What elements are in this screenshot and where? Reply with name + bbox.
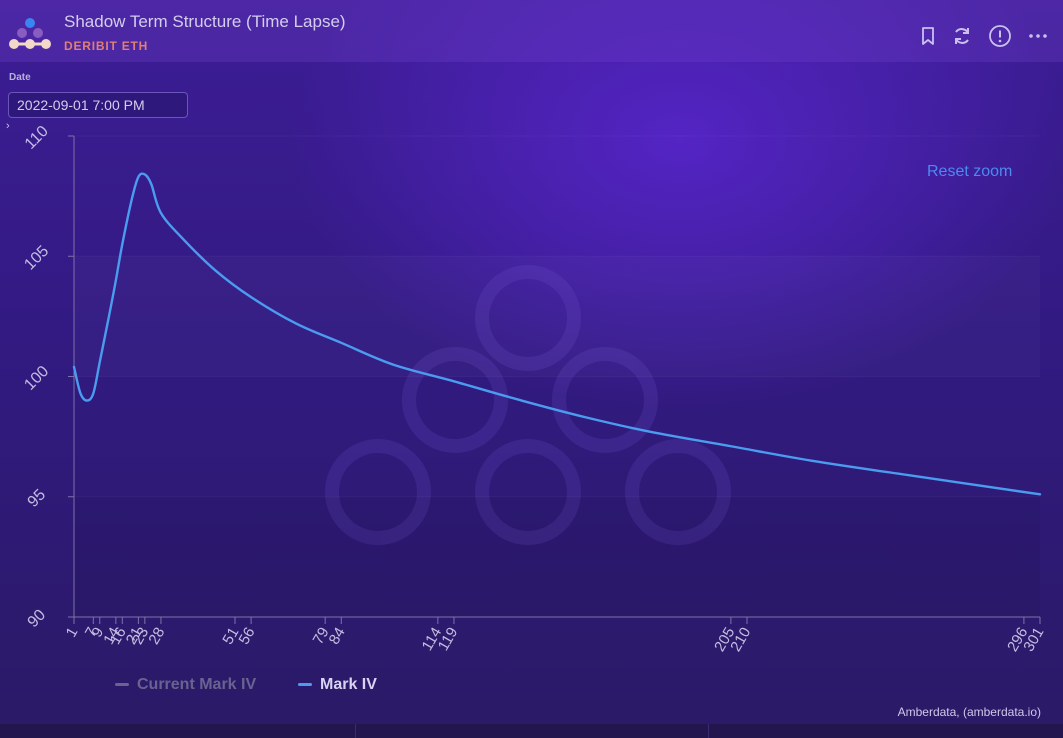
series-line-mark-iv[interactable]: [72, 172, 1042, 496]
data-point[interactable]: [806, 456, 816, 466]
data-point[interactable]: [449, 376, 459, 386]
bottom-divider: [355, 724, 356, 738]
panel-title: Shadow Term Structure (Time Lapse): [64, 12, 346, 31]
y-tick-label: 110: [22, 123, 52, 153]
plot-band: [74, 496, 1040, 617]
legend-item-mark-iv[interactable]: Mark IV: [298, 676, 377, 694]
data-point[interactable]: [111, 275, 121, 285]
data-point[interactable]: [140, 169, 150, 179]
data-point[interactable]: [517, 396, 527, 406]
y-axis-ticks: 90 95 100 105 110: [21, 123, 74, 631]
x-tick-label: 119: [435, 625, 462, 654]
bookmark-icon[interactable]: [916, 24, 940, 48]
x-tick-label: 1: [63, 625, 82, 641]
data-point[interactable]: [581, 412, 591, 422]
x-tick-label: 79: [310, 625, 333, 648]
plot-bands: [74, 496, 1040, 617]
y-tick-label: 90: [25, 606, 50, 631]
date-input[interactable]: [8, 92, 188, 118]
watermark-logo: [325, 265, 731, 545]
data-point[interactable]: [388, 359, 398, 369]
date-label: Date: [9, 72, 31, 83]
data-point[interactable]: [95, 357, 105, 367]
bottom-divider: [708, 724, 709, 738]
bottom-bar: [0, 724, 1063, 738]
series-layer: [69, 169, 1045, 499]
data-point[interactable]: [69, 362, 79, 372]
legend-label: Mark IV: [320, 676, 377, 693]
x-tick-label: 21: [123, 625, 146, 648]
x-tick-label: 84: [326, 625, 349, 648]
x-tick-label: 56: [235, 625, 258, 648]
data-point[interactable]: [117, 239, 127, 249]
info-icon[interactable]: [988, 24, 1012, 48]
x-tick-label: 14: [100, 625, 123, 648]
y-tick-label: 95: [25, 486, 50, 511]
grid-lines: [74, 135, 1040, 498]
legend-item-current-mark-iv[interactable]: Current Mark IV: [115, 676, 256, 694]
x-tick-label: 23: [129, 625, 152, 648]
expand-chevron-icon[interactable]: ›: [6, 120, 10, 132]
data-point[interactable]: [127, 194, 137, 204]
data-point[interactable]: [246, 292, 256, 302]
data-point[interactable]: [104, 309, 114, 319]
y-tick-label: 105: [21, 243, 52, 274]
data-point[interactable]: [291, 319, 301, 329]
y-tick-label: 100: [21, 363, 52, 394]
data-point[interactable]: [156, 208, 166, 218]
chart-credits: Amberdata, (amberdata.io): [897, 705, 1041, 719]
legend-swatch: [298, 683, 312, 687]
panel-header: Shadow Term Structure (Time Lapse) DERIB…: [0, 0, 1063, 62]
data-point[interactable]: [726, 441, 736, 451]
legend-label: Current Mark IV: [137, 676, 257, 693]
data-point[interactable]: [336, 338, 346, 348]
legend-swatch: [115, 683, 129, 687]
more-icon[interactable]: [1026, 24, 1050, 48]
data-point[interactable]: [211, 266, 221, 276]
data-point[interactable]: [1035, 489, 1045, 499]
x-tick-label: 28: [145, 625, 168, 648]
data-point[interactable]: [903, 470, 913, 480]
data-point[interactable]: [146, 179, 156, 189]
refresh-icon[interactable]: [950, 24, 974, 48]
amberdata-logo-icon: [9, 18, 51, 49]
exchange-asset-subtitle: DERIBIT ETH: [64, 39, 149, 53]
x-tick-label: 16: [107, 625, 130, 648]
data-point[interactable]: [178, 234, 188, 244]
data-point[interactable]: [645, 427, 655, 437]
data-point[interactable]: [88, 388, 98, 398]
x-tick-label: 51: [219, 625, 242, 648]
reset-zoom-button[interactable]: Reset zoom: [927, 163, 1013, 180]
